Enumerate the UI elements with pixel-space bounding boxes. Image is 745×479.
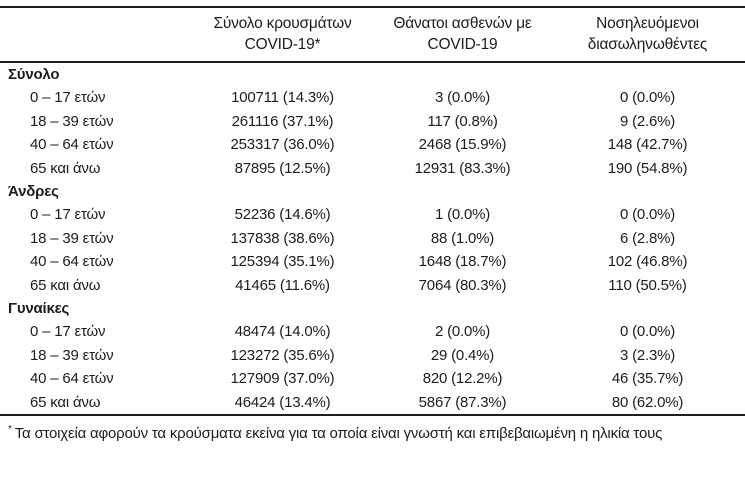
cell-age-label: 0 – 17 ετών [30, 206, 106, 224]
cell-intubated: 110 (50.5%) [608, 276, 687, 294]
cell-cases: 87895 (12.5%) [234, 159, 331, 177]
table-row: 40 – 64 ετών 125394 (35.1%) 1648 (18.7%)… [0, 250, 745, 273]
cell-age-label: 65 και άνω [30, 393, 101, 411]
covid-stats-table: Σύνολο κρουσμάτων COVID-19* Θάνατοι ασθε… [0, 6, 745, 414]
section-row-men: Άνδρες [0, 180, 745, 203]
section-row-women: Γυναίκες [0, 297, 745, 320]
cell-deaths: 5867 (87.3%) [418, 393, 507, 411]
cell-intubated: 3 (2.3%) [619, 346, 676, 364]
cell-intubated: 6 (2.8%) [619, 229, 676, 247]
table-row: 65 και άνω 87895 (12.5%) 12931 (83.3%) 1… [0, 157, 745, 180]
cell-age-label: 18 – 39 ετών [30, 112, 114, 130]
cell-cases: 127909 (37.0%) [230, 370, 335, 388]
section-label-total: Σύνολο [8, 66, 60, 83]
cell-age-label: 18 – 39 ετών [30, 229, 114, 247]
section-label-men: Άνδρες [8, 183, 59, 201]
cell-cases: 48474 (14.0%) [234, 323, 331, 341]
column-header-deaths-line1: Θάνατοι ασθενών με [393, 15, 532, 32]
cell-deaths: 3 (0.0%) [434, 89, 491, 107]
cell-intubated: 80 (62.0%) [611, 393, 684, 411]
table-row: 18 – 39 ετών 137838 (38.6%) 88 (1.0%) 6 … [0, 227, 745, 250]
cell-age-label: 40 – 64 ετών [30, 253, 114, 271]
cell-age-label: 18 – 39 ετών [30, 346, 114, 364]
table-row: 18 – 39 ετών 123272 (35.6%) 29 (0.4%) 3 … [0, 344, 745, 367]
section-label-women: Γυναίκες [8, 300, 70, 318]
table-row: 40 – 64 ετών 253317 (36.0%) 2468 (15.9%)… [0, 133, 745, 156]
table-row: 0 – 17 ετών 48474 (14.0%) 2 (0.0%) 0 (0.… [0, 320, 745, 343]
section-row-total: Σύνολο [0, 62, 745, 86]
cell-age-label: 0 – 17 ετών [30, 89, 106, 107]
cell-intubated: 102 (46.8%) [607, 253, 688, 271]
column-header-cases: Σύνολο κρουσμάτων COVID-19* [190, 7, 375, 63]
cell-deaths: 12931 (83.3%) [414, 159, 511, 177]
column-header-cases-line1: Σύνολο κρουσμάτων [213, 15, 352, 32]
cell-cases: 41465 (11.6%) [235, 276, 330, 294]
cell-age-label: 0 – 17 ετών [30, 323, 106, 341]
table-row: 0 – 17 ετών 100711 (14.3%) 3 (0.0%) 0 (0… [0, 86, 745, 109]
table-row: 65 και άνω 46424 (13.4%) 5867 (87.3%) 80… [0, 391, 745, 414]
cell-age-label: 40 – 64 ετών [30, 370, 114, 388]
cell-intubated: 0 (0.0%) [619, 206, 676, 224]
cell-cases: 253317 (36.0%) [230, 136, 335, 154]
column-header-deaths-line2: COVID-19 [427, 36, 498, 53]
cell-deaths: 2468 (15.9%) [418, 136, 507, 154]
cell-intubated: 190 (54.8%) [607, 159, 688, 177]
cell-age-label: 65 και άνω [30, 159, 101, 177]
cell-cases: 123272 (35.6%) [230, 346, 335, 364]
cell-age-label: 65 και άνω [30, 276, 101, 294]
cell-deaths: 2 (0.0%) [434, 323, 491, 341]
cell-deaths: 1648 (18.7%) [418, 253, 507, 271]
cell-deaths: 88 (1.0%) [430, 229, 495, 247]
column-header-intubated-line1: Νοσηλευόμενοι [596, 15, 699, 32]
table-row: 18 – 39 ετών 261116 (37.1%) 117 (0.8%) 9… [0, 110, 745, 133]
header-row: Σύνολο κρουσμάτων COVID-19* Θάνατοι ασθε… [0, 7, 745, 63]
column-header-intubated-line2: διασωληνωθέντες [587, 36, 708, 53]
cell-cases: 261116 (37.1%) [231, 112, 334, 130]
footnote-text: Τα στοιχεία αφορούν τα κρούσματα εκείνα … [14, 425, 663, 443]
table-row: 65 και άνω 41465 (11.6%) 7064 (80.3%) 11… [0, 274, 745, 297]
footnote-marker: * [8, 424, 12, 436]
cell-intubated: 0 (0.0%) [619, 323, 676, 341]
cell-age-label: 40 – 64 ετών [30, 136, 114, 154]
table-row: 40 – 64 ετών 127909 (37.0%) 820 (12.2%) … [0, 367, 745, 390]
cell-deaths: 1 (0.0%) [434, 206, 491, 224]
cell-cases: 125394 (35.1%) [230, 253, 335, 271]
cell-deaths: 7064 (80.3%) [418, 276, 507, 294]
column-header-deaths: Θάνατοι ασθενών με COVID-19 [375, 7, 550, 63]
cell-cases: 46424 (13.4%) [234, 393, 331, 411]
footnote: * Τα στοιχεία αφορούν τα κρούσματα εκείνα… [0, 414, 745, 443]
cell-cases: 100711 (14.3%) [231, 89, 334, 107]
table-row: 0 – 17 ετών 52236 (14.6%) 1 (0.0%) 0 (0.… [0, 203, 745, 226]
cell-deaths: 29 (0.4%) [430, 346, 495, 364]
column-header-intubated: Νοσηλευόμενοι διασωληνωθέντες [550, 7, 745, 63]
cell-intubated: 148 (42.7%) [607, 136, 688, 154]
column-header-cases-line2: COVID-19* [244, 36, 321, 53]
cell-intubated: 9 (2.6%) [619, 112, 676, 130]
cell-cases: 52236 (14.6%) [234, 206, 331, 224]
cell-intubated: 0 (0.0%) [619, 89, 676, 107]
cell-cases: 137838 (38.6%) [230, 229, 335, 247]
header-empty-cell [0, 7, 190, 63]
cell-deaths: 820 (12.2%) [422, 370, 503, 388]
cell-intubated: 46 (35.7%) [611, 370, 684, 388]
cell-deaths: 117 (0.8%) [427, 112, 498, 130]
